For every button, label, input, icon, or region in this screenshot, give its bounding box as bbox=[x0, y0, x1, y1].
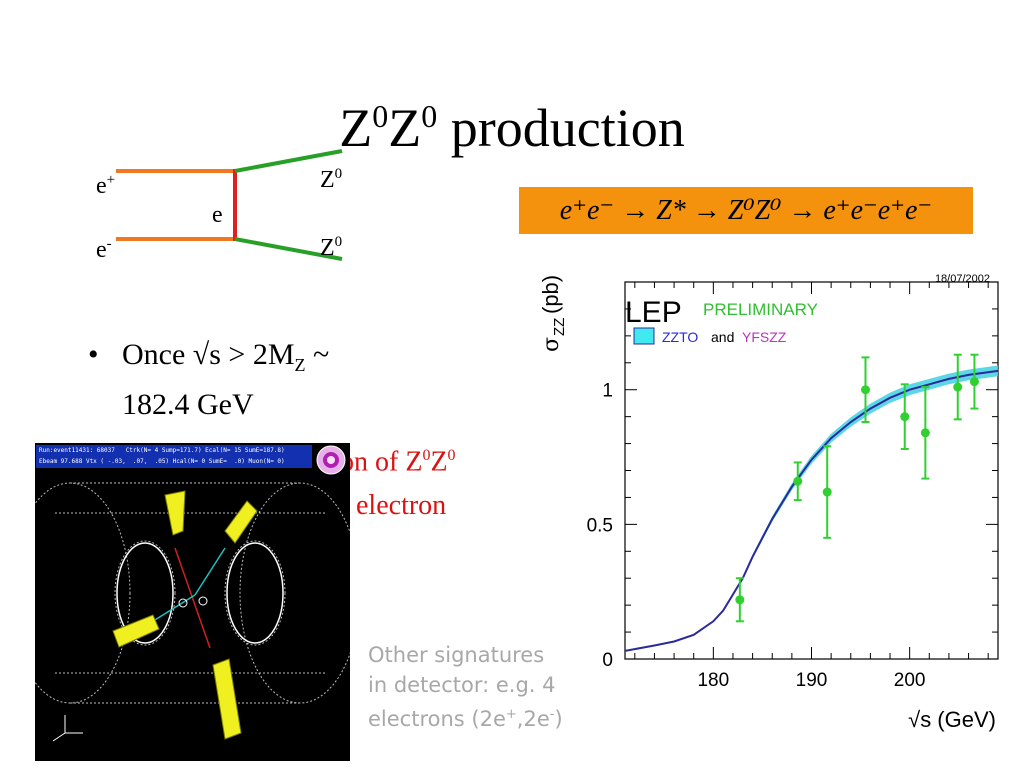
label-exchange: e bbox=[212, 202, 223, 228]
prediction-curve bbox=[624, 369, 999, 652]
label-z-bottom: Z0 bbox=[320, 234, 343, 261]
svg-text:(pb): (pb) bbox=[538, 275, 563, 314]
reaction-formula: e⁺e⁻ → Z* → Z⁰Z⁰ → e⁺e⁻e⁺e⁻ bbox=[519, 187, 973, 234]
slide-title: Z0Z0 production bbox=[0, 100, 1024, 155]
title-z1: Z bbox=[339, 98, 373, 158]
x-tick-label: 180 bbox=[697, 670, 729, 691]
measurement-point bbox=[860, 356, 870, 424]
y-tick-label: 0.5 bbox=[587, 515, 613, 536]
legend-and: and bbox=[711, 329, 734, 345]
measurement-point bbox=[920, 386, 930, 480]
title-sup2: 0 bbox=[421, 98, 438, 134]
data-marker bbox=[953, 382, 963, 392]
z-bottom-line bbox=[234, 237, 343, 261]
y-axis-label: σ ZZ (pb) bbox=[538, 275, 568, 352]
detector-header: Run:event11431: 68037 Ctrk(N= 4 Sump=171… bbox=[36, 445, 312, 468]
measurement-point bbox=[793, 461, 803, 502]
bullet-line1: Once √s > 2M bbox=[122, 338, 295, 371]
label-eminus: e- bbox=[96, 236, 112, 263]
data-marker bbox=[735, 595, 745, 605]
z-top-line bbox=[234, 149, 343, 173]
legend-lep: LEP bbox=[625, 296, 682, 329]
occluded-red-text: on of Z0Z0 electron bbox=[340, 446, 456, 522]
title-sup1: 0 bbox=[372, 98, 389, 134]
bullet-dot: • bbox=[88, 338, 99, 371]
bullet-line2: 182.4 GeV bbox=[122, 388, 254, 421]
measurement-point bbox=[953, 353, 963, 421]
data-marker bbox=[900, 412, 910, 422]
x-axis-label: √s (GeV) bbox=[908, 707, 996, 732]
data-marker bbox=[920, 428, 930, 438]
legend-zzto: ZZTO bbox=[662, 329, 698, 345]
data-marker bbox=[860, 385, 870, 395]
legend-preliminary: PRELIMINARY bbox=[703, 300, 818, 319]
legend-band-swatch bbox=[633, 327, 655, 345]
title-z2: Z bbox=[388, 98, 422, 158]
x-tick-label: 200 bbox=[894, 670, 926, 691]
detector-graphic bbox=[35, 482, 350, 742]
other-signatures-note: Other signatures in detector: e.g. 4 ele… bbox=[368, 643, 563, 731]
measurement-point bbox=[822, 445, 832, 539]
detector-event-display bbox=[35, 443, 350, 761]
x-tick-label: 190 bbox=[796, 670, 828, 691]
prediction-band bbox=[625, 365, 998, 652]
cross-section-chart: 180 190 200 0 0.5 1 18/07/2002 LEP PRELIMINAR… bbox=[538, 273, 999, 732]
svg-text:ZZ: ZZ bbox=[551, 318, 568, 336]
measurement-point bbox=[969, 353, 979, 410]
chart-date: 18/07/2002 bbox=[935, 273, 990, 285]
bullet-threshold: • Once √s > 2MZ ~ 182.4 GeV bbox=[88, 335, 329, 425]
data-marker bbox=[793, 476, 803, 486]
measurement-points bbox=[735, 353, 979, 623]
label-eplus: e+ bbox=[96, 172, 116, 199]
svg-text:σ: σ bbox=[539, 337, 564, 352]
opal-logo-icon bbox=[316, 445, 346, 475]
measurement-point bbox=[900, 383, 910, 450]
data-marker bbox=[822, 487, 832, 497]
label-z-top: Z0 bbox=[320, 166, 343, 193]
title-rest: production bbox=[437, 98, 685, 158]
tick-labels: 180 190 200 0 0.5 1 bbox=[587, 381, 926, 691]
y-tick-label: 0 bbox=[602, 650, 613, 671]
legend-yfszz: YFSZZ bbox=[742, 329, 787, 345]
measurement-point bbox=[735, 577, 745, 623]
chart-axes bbox=[624, 281, 999, 660]
data-marker bbox=[969, 377, 979, 387]
y-tick-label: 1 bbox=[602, 381, 613, 402]
bullet-sub: Z bbox=[294, 355, 306, 375]
feynman-diagram bbox=[116, 149, 343, 261]
